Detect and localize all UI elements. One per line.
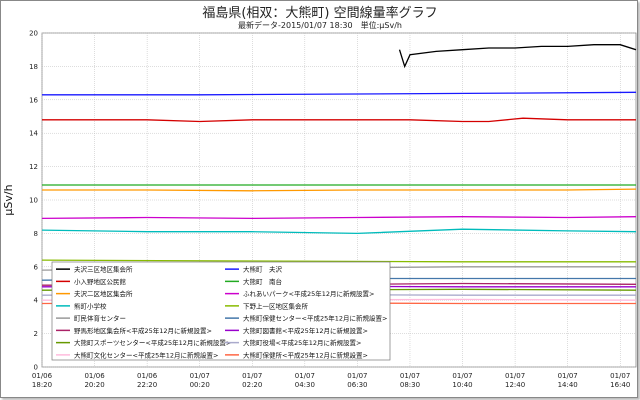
series-line [42,188,637,192]
x-tick-time: 04:30 [295,381,315,389]
x-tick-date: 01/07 [610,372,630,380]
legend-label: 大熊町図書館<平成25年12月に新規設置> [243,326,368,335]
legend-label: 夫沢三区地区集会所 [74,265,133,274]
legend-label: 野馬形地区集会所<平成25年12月に新規設置> [74,326,212,335]
y-tick-label: 20 [29,30,38,38]
legend-label: 夫沢二区地区集会所 [74,289,133,298]
x-tick-date: 01/07 [558,372,578,380]
x-tick-time: 02:20 [242,381,262,389]
y-tick-label: 6 [34,263,39,271]
legend-label: 大熊町役場<平成25年12月に新規設置> [243,338,361,347]
x-tick-time: 06:30 [347,381,367,389]
x-tick-time: 18:20 [32,381,52,389]
y-axis-label: μSv/h [2,184,15,215]
x-tick-date: 01/06 [84,372,105,380]
x-tick-date: 01/07 [400,372,420,380]
y-tick-label: 8 [34,230,38,238]
legend-label: 熊町小学校 [74,301,107,310]
x-tick-time: 20:20 [84,381,104,389]
y-tick-label: 4 [34,297,39,305]
legend-label: 大熊町 夫沢 [243,265,283,274]
x-axis-ticks: 01/0618:2001/0620:2001/0622:2001/0700:20… [32,372,630,389]
x-tick-date: 01/06 [32,372,53,380]
y-axis-ticks: 0 2 4 6 8 10 12 14 16 18 20 [29,30,38,372]
x-tick-date: 01/07 [452,372,472,380]
chart-subtitle: 最新データ-2015/01/07 18:30 単位:μSv/h [238,21,402,30]
x-tick-date: 01/07 [505,372,525,380]
x-tick-date: 01/07 [347,372,367,380]
x-tick-date: 01/06 [137,372,158,380]
legend-label: 大熊町保健所<平成25年12月に新規設置> [243,350,368,359]
legend-box [51,261,391,361]
y-tick-label: 0 [34,364,38,372]
y-tick-label: 18 [29,63,38,71]
chart-title: 福島県(相双：大熊町) 空間線量率グラフ [202,6,438,21]
x-tick-time: 10:40 [452,381,472,389]
legend-label: 下野上一区地区集会所 [243,301,309,310]
legend-label: ふれあいパーク<平成25年12月に新規設置> [243,289,374,298]
y-tick-label: 16 [29,96,38,104]
x-tick-date: 01/07 [242,372,262,380]
y-tick-label: 14 [29,130,38,138]
series-line [42,91,637,96]
series-line [41,259,636,263]
x-tick-time: 14:40 [558,381,578,389]
y-tick-label: 2 [34,330,38,338]
legend-label: 小入野地区公民館 [74,277,127,286]
legend-label: 大熊町スポーツセンター<平成25年12月に新規設置> [74,338,231,347]
x-tick-time: 08:30 [400,381,420,389]
legend-label: 町民体育センター [74,314,126,323]
legend-label: 大熊町保健センター<平成25年12月に新規設置> [243,314,387,323]
series-line [42,117,636,123]
series-line [398,44,637,69]
x-tick-time: 22:20 [137,381,157,389]
x-tick-time: 16:40 [610,381,630,389]
series-line [41,216,637,220]
legend-label: 大熊町 南台 [243,277,282,286]
x-tick-date: 01/07 [295,372,315,380]
legend-label: 大熊町文化センター<平成25年12月に新規設置> [74,350,218,359]
x-tick-time: 00:20 [190,381,210,389]
y-tick-label: 10 [29,197,38,205]
y-tick-label: 12 [29,163,38,171]
x-tick-date: 01/07 [190,372,210,380]
series-line [41,228,637,235]
x-tick-time: 12:40 [505,381,525,389]
